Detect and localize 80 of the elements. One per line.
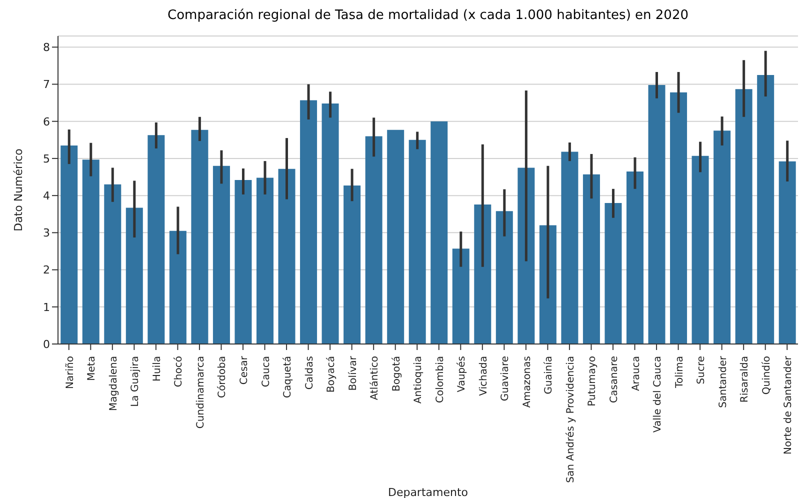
x-tick-label: Atlántico	[370, 356, 381, 400]
y-tick-label: 2	[43, 264, 50, 277]
x-tick-label: Córdoba	[217, 356, 228, 398]
bar	[387, 130, 404, 344]
x-axis-title: Departamento	[388, 486, 468, 498]
x-tick-label: Cesar	[239, 355, 250, 385]
bar	[582, 174, 600, 344]
bar	[60, 145, 78, 344]
bar	[518, 168, 535, 344]
x-tick-label: Valle del Cauca	[652, 356, 664, 433]
x-tick-label: Sucre	[696, 356, 708, 384]
bar	[452, 248, 470, 344]
x-tick-label: Tolima	[674, 356, 686, 389]
x-tick-label: Colombia	[434, 356, 446, 403]
x-tick-label: Meta	[86, 356, 98, 381]
bar	[714, 130, 731, 344]
x-tick-label: Nariño	[64, 356, 76, 389]
x-tick-label: Quindío	[761, 356, 772, 395]
y-tick-label: 0	[43, 338, 50, 351]
y-tick-label: 5	[43, 152, 50, 166]
bar	[212, 166, 230, 344]
x-tick-label: Risaralda	[740, 356, 751, 403]
bar	[278, 168, 296, 344]
x-tick-label: Casanare	[609, 356, 620, 403]
bar	[648, 84, 666, 344]
x-tick-label: Antioquia	[413, 356, 424, 404]
x-tick-label: Norte de Santander	[783, 355, 794, 454]
bar	[322, 104, 339, 344]
y-tick-label: 4	[43, 189, 50, 202]
bar	[104, 184, 122, 344]
x-tick-label: Huila	[152, 356, 163, 382]
bar	[234, 180, 252, 344]
x-tick-label: Boyacá	[326, 356, 338, 393]
bar	[191, 130, 208, 344]
bar	[496, 211, 513, 344]
bar	[692, 156, 709, 344]
x-tick-label: Vaupés	[456, 356, 468, 392]
x-tick-label: Amazonas	[522, 356, 533, 408]
x-tick-label: Caldas	[304, 356, 316, 390]
x-tick-label: Vichada	[478, 356, 490, 396]
y-tick-label: 8	[43, 41, 50, 54]
x-tick-label: Guaviare	[500, 356, 512, 402]
bar	[82, 160, 100, 344]
bar	[430, 121, 448, 344]
x-tick-label: Cauca	[260, 356, 272, 388]
bar	[474, 204, 492, 344]
bar	[300, 100, 318, 344]
bar	[148, 135, 165, 344]
bar	[757, 74, 774, 344]
bar	[670, 92, 688, 344]
x-tick-label: Bogotá	[391, 356, 402, 392]
x-tick-label: Santander	[718, 355, 729, 408]
bar	[735, 89, 752, 344]
x-tick-label: Arauca	[630, 356, 642, 392]
y-tick-label: 6	[43, 115, 50, 128]
bar	[539, 225, 556, 344]
x-tick-label: La Guajira	[130, 356, 142, 407]
x-tick-label: Bolívar	[348, 355, 359, 391]
bar	[126, 208, 143, 344]
chart-title: Comparación regional de Tasa de mortalidad (x cada 1.000 habitantes) en 2020	[166, 8, 690, 25]
x-tick-label: San Andrés y Providencia	[565, 356, 576, 483]
x-tick-label: Magdalena	[108, 356, 120, 411]
x-tick-label: Caquetá	[282, 356, 294, 398]
x-tick-label: Cundinamarca	[195, 356, 206, 429]
y-tick-label: 1	[43, 300, 50, 314]
y-tick-label: 3	[43, 226, 50, 240]
x-tick-label: Putumayo	[587, 356, 598, 406]
bar	[626, 171, 644, 344]
bar	[778, 161, 796, 344]
x-tick-label: Chocó	[174, 356, 185, 388]
bar	[561, 152, 578, 344]
bar	[256, 178, 274, 344]
x-tick-label: Guainía	[544, 356, 555, 394]
bar	[344, 186, 361, 344]
y-tick-label: 7	[43, 78, 50, 92]
bar	[408, 140, 426, 344]
bar	[604, 202, 622, 344]
bar	[365, 136, 382, 344]
bar	[169, 230, 186, 344]
y-axis-title: Dato Numérico	[12, 148, 25, 232]
